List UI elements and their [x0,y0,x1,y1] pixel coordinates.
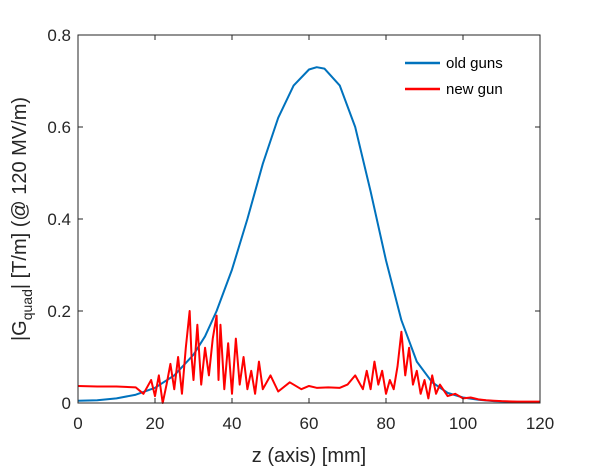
x-tick-label: 60 [300,414,319,433]
x-axis-label: z (axis) [mm] [252,445,366,467]
y-axis-label: |Gquad| [T/m] (@ 120 MV/m) [9,97,35,341]
legend-label-old-guns: old guns [446,55,503,72]
y-tick-label: 0.4 [47,210,71,229]
tick-layer: 0 20 40 60 80 100 120 0 0.2 0.4 0.6 0.8 [47,26,554,433]
x-tick-label: 20 [146,414,165,433]
series-line-new-gun [77,310,540,404]
y-tick-label: 0.6 [47,118,71,137]
y-tick-label: 0.2 [47,302,71,321]
y-tick-label: 0 [62,394,71,413]
y-axis-label-subscript: quad [19,289,35,320]
series-layer [77,66,540,404]
x-tick-label: 80 [377,414,396,433]
legend: old guns new gun [398,47,528,103]
y-axis-label-suffix: | [T/m] (@ 120 MV/m) [9,97,31,289]
legend-box [398,47,528,103]
y-axis-label-prefix: |G [9,320,31,341]
x-tick-label: 40 [223,414,242,433]
x-tick-label: 120 [526,414,554,433]
x-tick-label: 100 [449,414,477,433]
y-tick-label: 0.8 [47,26,71,45]
x-tick-label: 0 [73,414,82,433]
legend-label-new-gun: new gun [446,81,503,98]
